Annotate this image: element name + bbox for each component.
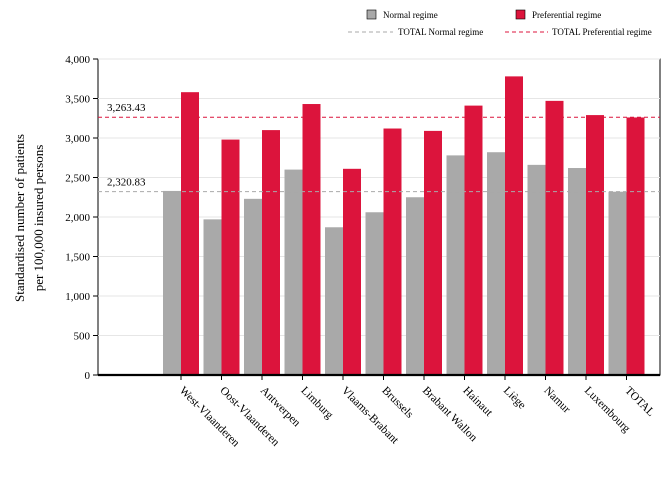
bar-normal-regime xyxy=(487,152,505,375)
reference-label-total-normal: 2,320.83 xyxy=(107,177,146,189)
x-tick-label: Namur xyxy=(541,385,572,416)
x-tick-label: Limburg xyxy=(298,385,335,422)
y-tick-label: 1,000 xyxy=(65,291,90,303)
bar-normal-regime xyxy=(406,197,424,375)
bar-normal-regime xyxy=(365,212,384,375)
bar-preferential-regime xyxy=(626,117,645,376)
bar-preferential-regime xyxy=(424,130,442,375)
y-tick-label: 3,000 xyxy=(65,133,90,145)
bar-preferential-regime xyxy=(383,128,402,375)
bar-preferential-regime xyxy=(221,139,240,375)
y-tick-label: 1,500 xyxy=(65,252,90,264)
y-tick-label: 500 xyxy=(74,331,91,343)
legend-label-preferential: Preferential regime xyxy=(532,10,601,20)
y-tick-label: 4,000 xyxy=(65,54,90,66)
legend-swatch-normal xyxy=(366,9,377,20)
bar-preferential-regime xyxy=(464,105,483,376)
x-tick-label: TOTAL xyxy=(622,385,656,419)
y-tick-label: 3,500 xyxy=(65,94,90,106)
bar-normal-regime xyxy=(568,168,586,375)
legend: Normal regime Preferential regime TOTAL … xyxy=(348,9,652,37)
bar-normal-regime xyxy=(527,164,546,375)
plot-area: 05001,0001,5002,0002,5003,0003,5004,000W… xyxy=(65,54,661,450)
y-axis-title-line-1: Standardised number of patients xyxy=(12,134,27,302)
bar-normal-regime xyxy=(163,190,181,375)
bar-preferential-regime xyxy=(343,168,361,375)
bar-normal-regime xyxy=(203,219,222,375)
bar-preferential-regime xyxy=(505,76,523,375)
legend-label-total-preferential: TOTAL Preferential regime xyxy=(552,27,652,37)
bar-normal-regime xyxy=(446,155,465,375)
y-tick-label: 0 xyxy=(85,370,91,382)
y-tick-label: 2,000 xyxy=(65,212,90,224)
bar-normal-regime xyxy=(325,227,343,375)
x-tick-label: Brussels xyxy=(379,385,415,421)
bar-normal-regime xyxy=(284,169,303,375)
legend-label-normal: Normal regime xyxy=(383,10,438,20)
bar-preferential-regime xyxy=(262,130,280,375)
bar-preferential-regime xyxy=(302,104,321,375)
y-axis-title-line-2: per 100,000 insured persons xyxy=(31,145,46,292)
bar-normal-regime xyxy=(608,191,627,375)
bar-preferential-regime xyxy=(586,115,604,375)
x-tick-label: Hainaut xyxy=(460,385,495,420)
legend-label-total-normal: TOTAL Normal regime xyxy=(398,27,483,37)
reference-label-total-preferential: 3,263.43 xyxy=(107,102,146,114)
bar-preferential-regime xyxy=(181,92,199,376)
bar-preferential-regime xyxy=(545,100,564,376)
y-tick-label: 2,500 xyxy=(65,173,90,185)
legend-swatch-preferential xyxy=(515,9,526,20)
bar-normal-regime xyxy=(244,198,262,375)
x-tick-label: Liège xyxy=(501,385,528,412)
